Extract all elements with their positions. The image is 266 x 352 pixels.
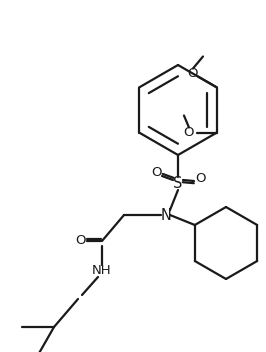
Text: O: O xyxy=(151,166,161,180)
Text: NH: NH xyxy=(92,264,112,277)
Text: N: N xyxy=(161,207,172,222)
Text: O: O xyxy=(75,234,85,247)
Text: S: S xyxy=(173,176,183,190)
Text: O: O xyxy=(184,126,194,139)
Text: O: O xyxy=(188,67,198,80)
Text: O: O xyxy=(195,171,205,184)
